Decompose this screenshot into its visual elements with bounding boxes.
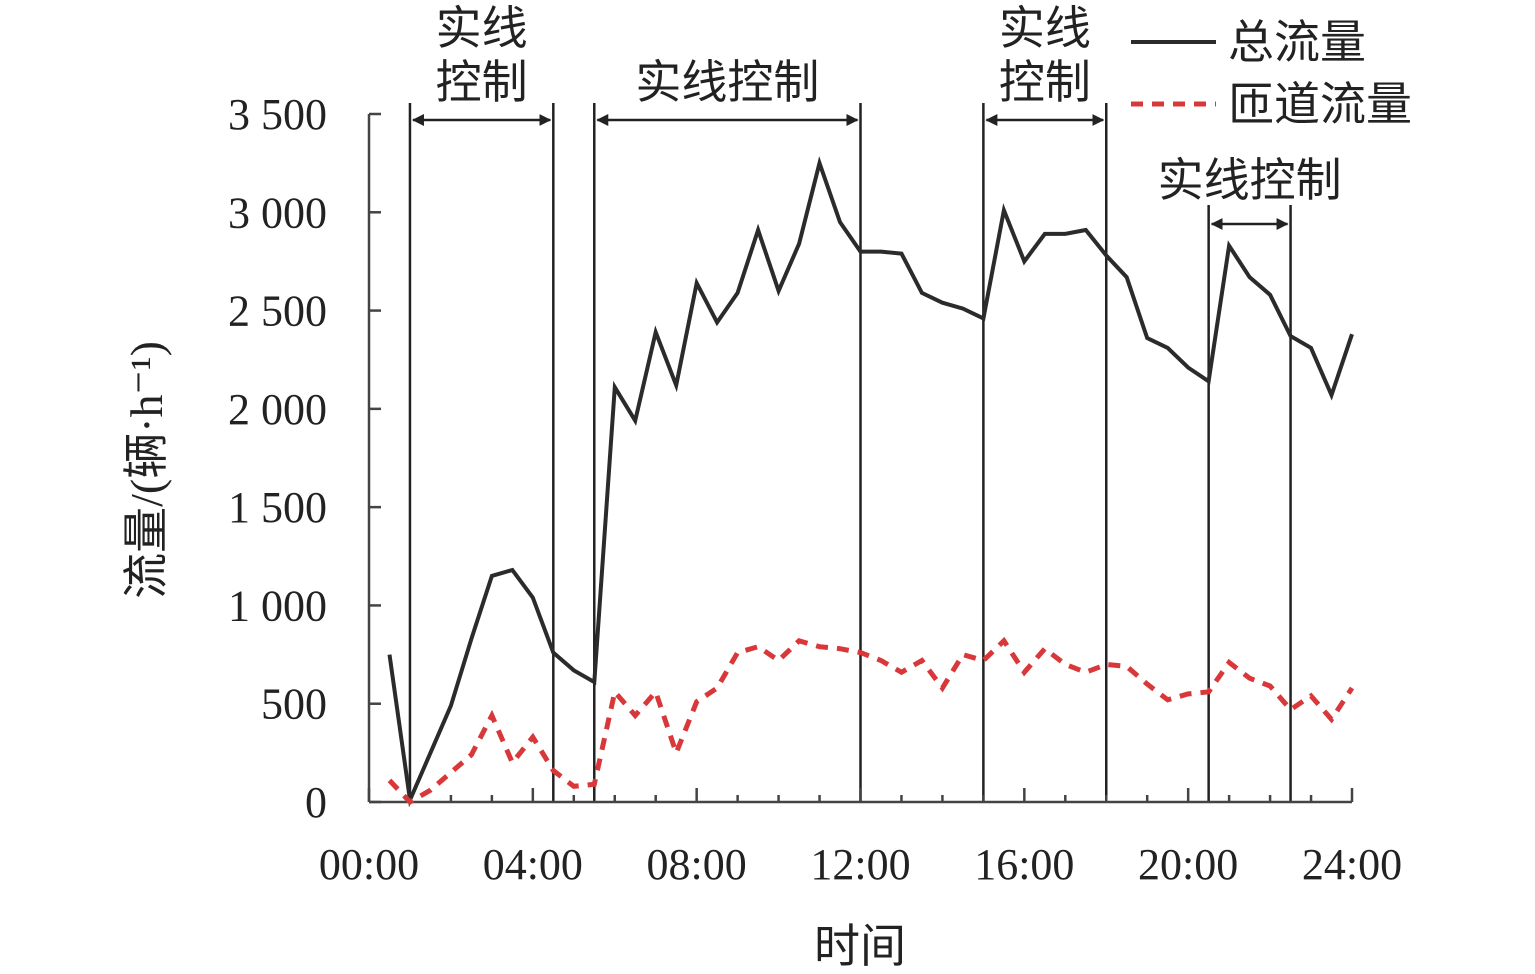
y-tick-label: 2 500	[228, 287, 327, 336]
control-label: 实线控制	[635, 57, 819, 108]
x-tick-label: 04:00	[483, 840, 583, 889]
x-tick-label: 24:00	[1302, 840, 1402, 889]
x-tick-label: 20:00	[1138, 840, 1238, 889]
y-tick-label: 0	[305, 778, 327, 827]
legend-label-total: 总流量	[1228, 17, 1366, 68]
series-layer	[387, 156, 1355, 808]
y-tick-label: 1 000	[228, 581, 327, 630]
y-tick-label: 3 500	[228, 90, 327, 139]
control-label: 实线	[436, 3, 528, 54]
x-axis-title: 时间	[814, 921, 906, 972]
control-label: 实线	[999, 3, 1091, 54]
control-label: 实线控制	[1158, 155, 1342, 206]
y-tick-label: 2 000	[228, 385, 327, 434]
axes: 0 500 1 000 1 500 2 000 2 500 3 000 3 500 00:00 0…	[228, 90, 1402, 889]
y-tick-label: 3 000	[228, 188, 327, 237]
x-tick-label: 08:00	[647, 840, 747, 889]
control-label: 控制	[999, 57, 1091, 108]
x-tick-label: 16:00	[974, 840, 1074, 889]
x-tick-label: 00:00	[319, 840, 419, 889]
control-lines-layer	[408, 103, 1292, 802]
control-label: 控制	[436, 57, 528, 108]
y-tick-label: 1 500	[228, 483, 327, 532]
total-flow-line	[387, 156, 1354, 808]
x-tick-label: 12:00	[810, 840, 910, 889]
y-tick-label: 500	[261, 680, 327, 729]
legend-label-ramp: 匝道流量	[1228, 79, 1412, 130]
y-axis-title: 流量/(辆·h⁻¹)	[121, 341, 172, 599]
